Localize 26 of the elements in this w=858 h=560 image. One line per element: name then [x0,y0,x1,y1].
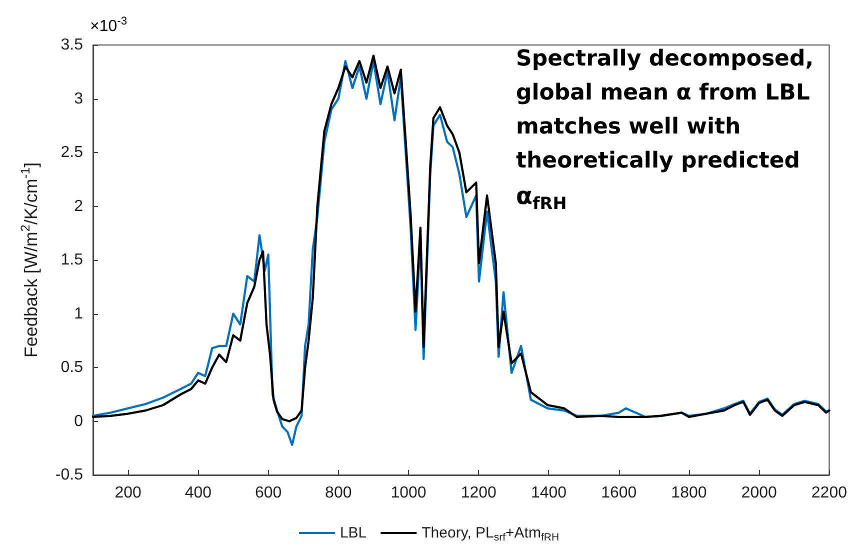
annotation: theoretically predicted [516,148,800,174]
annotation: global mean α from LBL [516,80,810,106]
annotation: Spectrally decomposed, [516,46,814,72]
x-tick-label: 1200 [460,484,497,502]
x-tick-label: 200 [114,484,142,502]
x-tick-label: 2000 [741,484,777,502]
y-tick-label: 0 [74,412,84,430]
x-tick-label: 400 [184,484,212,502]
x-tick-label: 600 [254,484,282,502]
x-tick-label: 800 [325,484,352,502]
y-tick-label: 0.5 [60,359,84,376]
annotation: matches well with [516,114,741,140]
y-tick-label: 1.5 [60,252,84,268]
x-tick-label: 1400 [530,484,567,502]
y-axis-title: Feedback [W/m2/K/cm-1] [18,162,42,358]
y-tick-label: -0.5 [55,466,84,484]
y-tick-label: 2 [74,198,84,215]
y-tick-label: 1 [74,305,84,322]
x-tick-label: 1600 [601,484,637,502]
x-tick-label: 1800 [671,484,707,502]
x-tick-label: 1000 [390,484,426,502]
x-tick-label: 2200 [811,484,848,502]
y-tick-label: 2.5 [60,144,84,161]
y-tick-label: 3.5 [60,36,84,54]
y-tick-label: 3 [74,90,84,108]
legend-label: LBL [340,524,367,542]
